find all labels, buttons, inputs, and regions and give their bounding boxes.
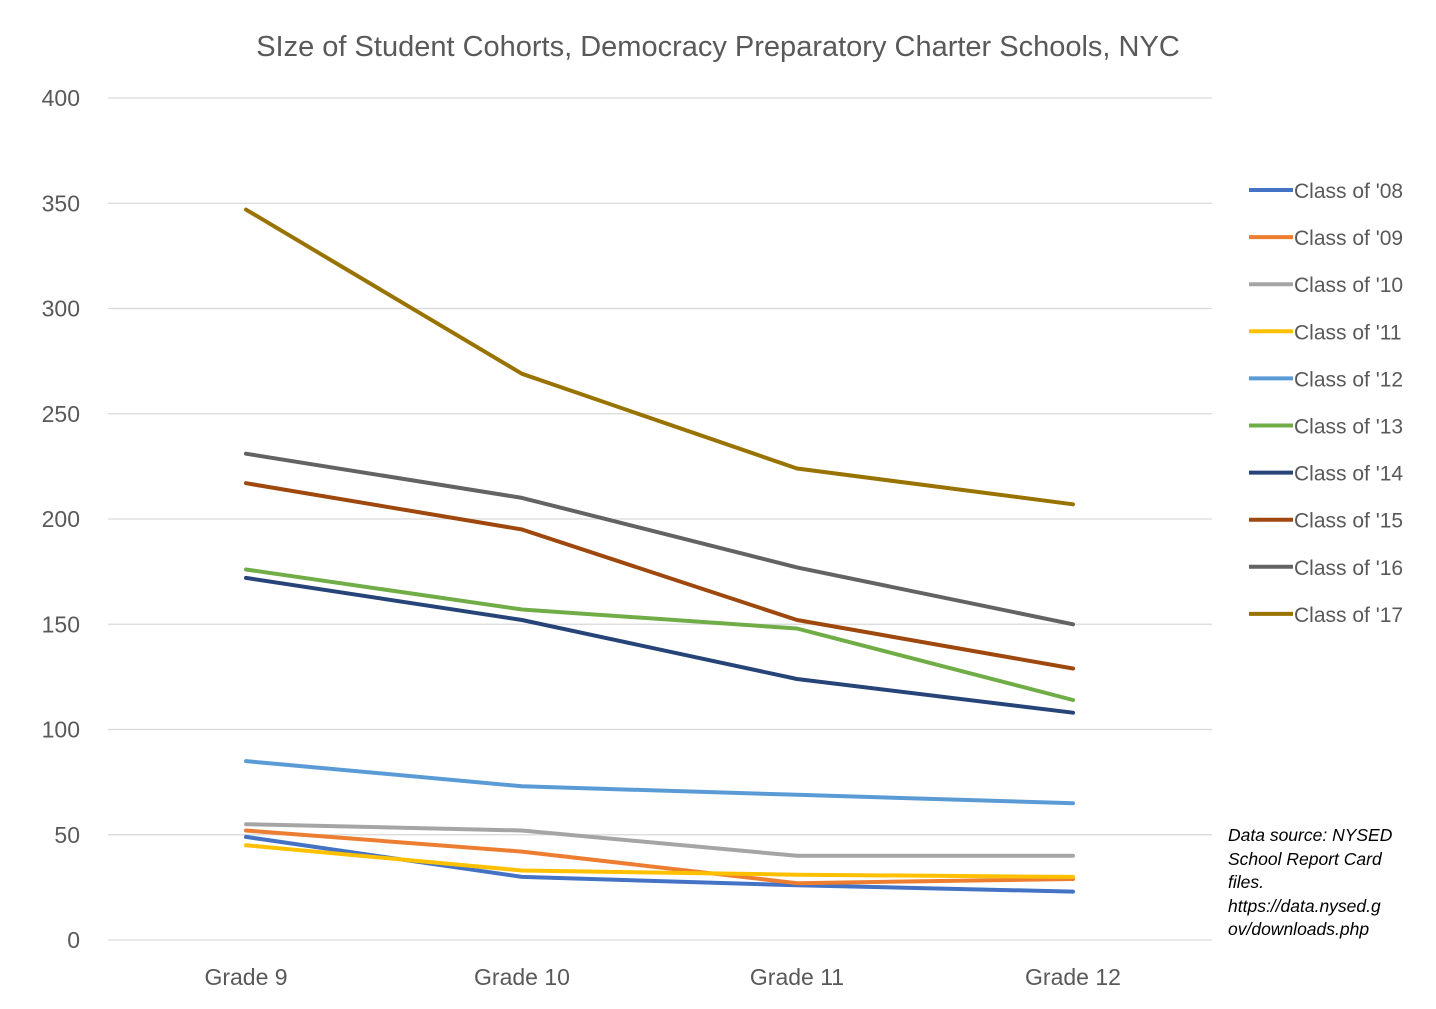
y-tick-label: 0 bbox=[67, 927, 80, 953]
series-line bbox=[244, 451, 1075, 627]
x-axis-ticks: Grade 9 Grade 10 Grade 11 Grade 12 bbox=[204, 964, 1121, 990]
legend-label: Class of '16 bbox=[1294, 557, 1403, 580]
note-line: School Report Card bbox=[1228, 848, 1382, 869]
series-line bbox=[244, 759, 1075, 806]
series-lines bbox=[244, 207, 1075, 894]
data-source-note: Data source: NYSED School Report Card fi… bbox=[1228, 824, 1418, 942]
series-line bbox=[244, 567, 1075, 702]
note-line: files. bbox=[1228, 872, 1264, 892]
legend-label: Class of '11 bbox=[1294, 321, 1402, 344]
series-line bbox=[244, 828, 1075, 886]
y-tick-label: 200 bbox=[42, 506, 80, 532]
legend-label: Class of '08 bbox=[1294, 180, 1403, 203]
legend-label: Class of '12 bbox=[1294, 368, 1403, 391]
x-tick-label: Grade 9 bbox=[204, 964, 287, 990]
series-line bbox=[244, 481, 1075, 671]
chart-title: SIze of Student Cohorts, Democracy Prepa… bbox=[256, 31, 1180, 63]
note-line: https://data.nysed.g bbox=[1228, 895, 1381, 916]
y-tick-label: 100 bbox=[42, 717, 80, 743]
legend-label: Class of '10 bbox=[1294, 274, 1403, 297]
series-line bbox=[244, 575, 1075, 715]
series-line bbox=[244, 207, 1075, 507]
note-line: ov/downloads.php bbox=[1228, 919, 1370, 939]
y-tick-label: 50 bbox=[54, 822, 80, 848]
y-tick-label: 350 bbox=[42, 190, 80, 216]
y-tick-label: 250 bbox=[42, 401, 80, 427]
y-tick-label: 300 bbox=[42, 296, 80, 322]
legend-label: Class of '14 bbox=[1294, 463, 1403, 486]
x-tick-label: Grade 10 bbox=[474, 964, 570, 990]
legend: Class of '08 Class of '09 Class of '10 Clas… bbox=[1249, 180, 1403, 627]
x-tick-label: Grade 11 bbox=[750, 964, 844, 990]
series-line bbox=[244, 843, 1075, 879]
legend-label: Class of '09 bbox=[1294, 227, 1403, 250]
y-axis-ticks: 0 50 100 150 200 250 300 350 400 bbox=[42, 85, 80, 953]
note-line: Data source: NYSED bbox=[1228, 825, 1393, 845]
legend-label: Class of '15 bbox=[1294, 510, 1403, 533]
y-tick-label: 150 bbox=[42, 611, 80, 637]
series-line bbox=[244, 822, 1075, 858]
legend-label: Class of '17 bbox=[1294, 604, 1403, 627]
legend-label: Class of '13 bbox=[1294, 416, 1403, 439]
x-tick-label: Grade 12 bbox=[1025, 964, 1121, 990]
y-tick-label: 400 bbox=[42, 85, 80, 111]
